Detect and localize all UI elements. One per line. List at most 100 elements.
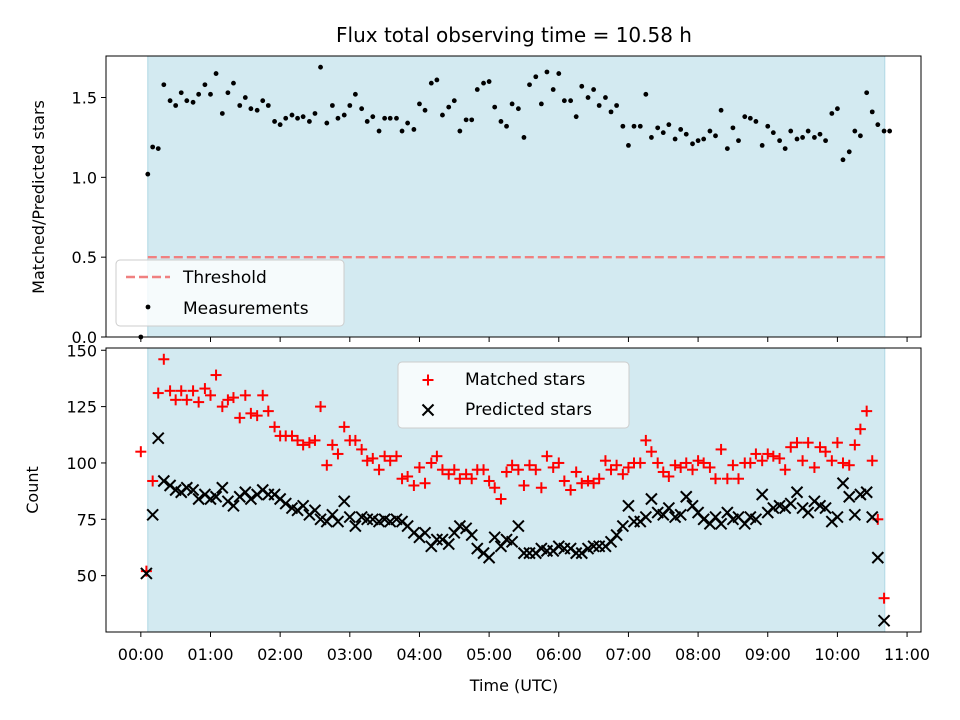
matched-star-point	[257, 389, 269, 401]
predicted-star-point	[296, 499, 310, 512]
legend-predicted-swatch	[421, 403, 435, 417]
matched-star-point	[303, 437, 315, 449]
measurement-point	[265, 103, 271, 108]
predicted-star-point	[152, 431, 165, 445]
measurement-point	[887, 128, 893, 134]
matched-star-point	[495, 493, 507, 505]
predicted-star-point	[848, 508, 862, 522]
measurement-point	[399, 128, 405, 134]
measurement-point	[782, 146, 788, 152]
measurement-point	[161, 82, 167, 88]
measurement-point	[864, 90, 870, 96]
measurement-point	[701, 136, 707, 142]
matched-star-point	[553, 457, 565, 469]
measurement-point	[568, 98, 574, 104]
xtick-label: 07:00	[605, 645, 651, 664]
measurement-point	[405, 120, 411, 126]
matched-star-point	[530, 464, 542, 476]
measurement-point	[469, 117, 475, 123]
measurement-point	[550, 87, 556, 92]
matched-star-point	[611, 459, 623, 471]
matched-star-point	[687, 464, 699, 476]
measurement-point	[376, 128, 382, 134]
predicted-star-point	[801, 506, 815, 519]
legend-matched-label: Matched stars	[465, 370, 585, 390]
matched-star-point	[512, 464, 524, 476]
matched-star-point	[443, 468, 455, 480]
measurement-point	[765, 123, 771, 129]
matched-star-point	[466, 473, 478, 485]
measurement-point	[736, 138, 741, 144]
measurement-point	[556, 71, 562, 76]
predicted-star-point	[871, 551, 885, 564]
predicted-star-point	[645, 492, 658, 506]
matched-star-point	[698, 457, 710, 469]
measurement-point	[411, 127, 417, 132]
measurement-point	[283, 115, 289, 121]
measurement-point	[678, 127, 684, 132]
matched-star-point	[216, 401, 228, 413]
matched-star-point	[326, 439, 338, 451]
measurement-point	[486, 79, 492, 84]
xtick-label: 09:00	[745, 645, 791, 664]
matched-star-point	[710, 473, 722, 485]
legend-plus-marker	[422, 374, 434, 386]
matched-star-point	[193, 396, 205, 408]
bottom-y-ticks: 50 75 100 125 150	[66, 341, 106, 586]
predicted-star-point	[831, 510, 844, 524]
measurement-point	[742, 114, 748, 120]
xtick-label: 08:00	[675, 645, 721, 664]
predicted-star-point	[512, 519, 525, 533]
matched-star-point	[518, 479, 530, 491]
predicted-star-point	[639, 510, 653, 524]
measurement-point	[672, 136, 678, 142]
xtick-label: 06:00	[536, 645, 582, 664]
matched-star-point	[396, 473, 408, 485]
measurement-point	[544, 69, 550, 75]
matched-star-point	[634, 457, 646, 469]
matched-star-point	[373, 464, 385, 476]
matched-star-point	[866, 455, 878, 467]
predicted-star-point	[343, 510, 357, 524]
matched-star-point	[732, 473, 744, 485]
matched-star-point	[402, 470, 414, 482]
matched-star-point	[843, 459, 855, 471]
top-x-ticks	[140, 337, 908, 342]
predicted-star-point	[784, 497, 797, 510]
matched-star-point	[605, 464, 617, 476]
predicted-star-point	[192, 492, 205, 506]
predicted-star-point	[430, 533, 444, 546]
matched-star-point	[147, 475, 159, 487]
measurement-point	[457, 128, 463, 134]
predicted-star-point	[349, 519, 362, 533]
measurement-point	[713, 133, 718, 139]
measurement-point	[237, 103, 243, 108]
predicted-star-point	[216, 481, 229, 494]
predicted-star-point	[877, 614, 891, 627]
measurement-point	[747, 115, 753, 121]
predicted-star-point	[843, 490, 856, 503]
measurement-point	[387, 115, 393, 121]
predicted-stars-points	[140, 431, 891, 627]
measurement-point	[631, 123, 637, 129]
measurement-point	[637, 123, 643, 129]
matched-star-point	[170, 394, 182, 406]
matched-star-point	[547, 461, 559, 473]
measurement-point	[295, 115, 300, 121]
bottom-ytick-label: 50	[77, 567, 97, 586]
matched-star-point	[501, 466, 513, 478]
matched-star-point	[576, 477, 588, 489]
matched-star-point	[436, 464, 448, 476]
measurement-point	[341, 112, 347, 118]
predicted-star-point	[616, 519, 630, 533]
matched-star-point	[413, 461, 425, 473]
predicted-star-point	[517, 546, 531, 560]
matched-star-point	[332, 448, 344, 460]
matched-star-point	[762, 448, 774, 460]
measurement-point	[777, 138, 782, 144]
measurement-point	[603, 95, 608, 100]
measurement-point	[596, 103, 602, 108]
matched-star-point	[785, 441, 797, 453]
measurements-points	[138, 64, 893, 340]
